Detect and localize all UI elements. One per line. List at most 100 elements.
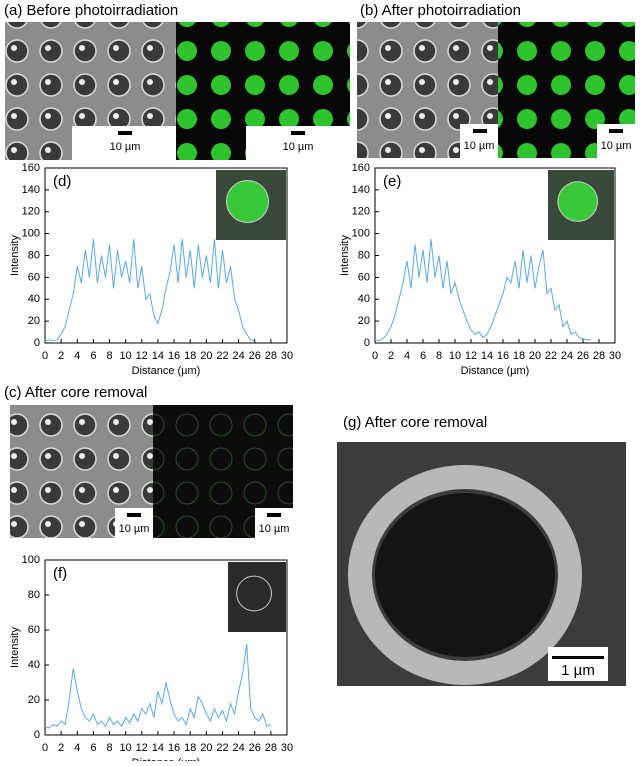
x-tick-label: 14: [481, 350, 493, 362]
x-tick-label: 0: [42, 350, 48, 362]
x-tick-label: 26: [249, 350, 261, 362]
x-tick-label: 6: [420, 350, 426, 362]
x-tick-label: 6: [90, 742, 96, 754]
inset-particle: [236, 575, 273, 612]
x-tick-label: 12: [136, 742, 148, 754]
y-tick-label: 100: [22, 228, 40, 240]
scale-bar: [609, 129, 623, 133]
y-tick-label: 0: [364, 337, 370, 349]
y-tick-label: 80: [28, 589, 40, 601]
y-axis-label: Intensity: [9, 627, 21, 668]
x-tick-label: 18: [184, 350, 196, 362]
x-tick-label: 26: [577, 350, 589, 362]
intensity-line: [374, 239, 591, 342]
y-tick-label: 120: [22, 206, 40, 218]
x-tick-label: 16: [497, 350, 509, 362]
inset-particle: [557, 181, 599, 222]
x-axis-label: Distance (µm): [132, 757, 201, 761]
x-tick-label: 20: [200, 350, 212, 362]
scale-label: 10 µm: [119, 523, 150, 535]
scale-label: 10 µm: [259, 523, 290, 535]
x-tick-label: 20: [200, 742, 212, 754]
x-tick-label: 22: [216, 742, 228, 754]
capsule: [348, 465, 582, 685]
panel-label: (b) After photoirradiation: [360, 2, 521, 19]
scale-bar: [291, 131, 305, 135]
x-tick-label: 14: [152, 742, 164, 754]
capsule-interior: [375, 493, 555, 657]
panel-label: (c) After core removal: [4, 384, 147, 401]
y-tick-label: 80: [28, 249, 40, 261]
panel-annotation: (e): [383, 173, 401, 190]
x-tick-label: 12: [136, 350, 148, 362]
y-tick-label: 20: [358, 315, 370, 327]
scale-label: 10 µm: [283, 141, 314, 153]
panel-annotation: (f): [53, 565, 67, 582]
y-tick-label: 100: [352, 228, 370, 240]
scale-label: 10 µm: [110, 141, 141, 153]
scale-bar: [267, 513, 281, 517]
intensity-line: [44, 239, 255, 342]
inset-particle: [226, 180, 269, 223]
x-axis-label: Distance (µm): [132, 365, 201, 377]
x-tick-label: 10: [120, 350, 132, 362]
x-tick-label: 10: [449, 350, 461, 362]
y-tick-label: 20: [28, 315, 40, 327]
x-tick-label: 4: [404, 350, 410, 362]
inset-image: [228, 562, 286, 632]
scale-bar: [552, 656, 604, 659]
panel-label: (a) Before photoirradiation: [4, 2, 178, 19]
y-tick-label: 120: [352, 206, 370, 218]
x-tick-label: 16: [168, 350, 180, 362]
x-axis-label: Distance (µm): [461, 365, 530, 377]
x-tick-label: 10: [120, 742, 132, 754]
panel-label: (g) After core removal: [343, 414, 487, 431]
y-tick-label: 60: [358, 271, 370, 283]
x-tick-label: 24: [232, 742, 244, 754]
scale-bar: [118, 131, 132, 135]
x-tick-label: 8: [106, 742, 112, 754]
x-tick-label: 2: [58, 350, 64, 362]
x-tick-label: 26: [249, 742, 261, 754]
scale-box: [548, 647, 608, 681]
y-tick-label: 60: [28, 624, 40, 636]
x-tick-label: 22: [216, 350, 228, 362]
y-tick-label: 160: [22, 162, 40, 174]
x-tick-label: 12: [465, 350, 477, 362]
x-tick-label: 14: [152, 350, 164, 362]
x-tick-label: 30: [281, 742, 293, 754]
x-tick-label: 18: [513, 350, 525, 362]
panel-annotation: (d): [53, 173, 71, 190]
scale-label: 1 µm: [561, 662, 595, 679]
x-tick-label: 24: [232, 350, 244, 362]
x-tick-label: 30: [609, 350, 621, 362]
scale-bar: [127, 513, 141, 517]
x-tick-label: 30: [281, 350, 293, 362]
x-tick-label: 24: [561, 350, 573, 362]
x-tick-label: 6: [90, 350, 96, 362]
scale-label: 10 µm: [601, 140, 632, 152]
x-tick-label: 2: [388, 350, 394, 362]
x-tick-label: 28: [265, 350, 277, 362]
y-axis-label: Intensity: [9, 235, 21, 276]
y-tick-label: 160: [352, 162, 370, 174]
y-tick-label: 140: [22, 184, 40, 196]
y-tick-label: 40: [358, 293, 370, 305]
y-axis-label: Intensity: [339, 235, 351, 276]
x-tick-label: 16: [168, 742, 180, 754]
y-tick-label: 60: [28, 271, 40, 283]
y-tick-label: 140: [352, 184, 370, 196]
scale-bar: [473, 129, 487, 133]
scale-label: 10 µm: [464, 140, 495, 152]
y-tick-label: 40: [28, 293, 40, 305]
y-tick-label: 80: [358, 249, 370, 261]
y-tick-label: 20: [28, 694, 40, 706]
y-tick-label: 0: [34, 337, 40, 349]
x-tick-label: 0: [372, 350, 378, 362]
y-tick-label: 100: [22, 554, 40, 566]
y-tick-label: 40: [28, 659, 40, 671]
x-tick-label: 2: [58, 742, 64, 754]
x-tick-label: 28: [265, 742, 277, 754]
intensity-line: [44, 643, 272, 729]
